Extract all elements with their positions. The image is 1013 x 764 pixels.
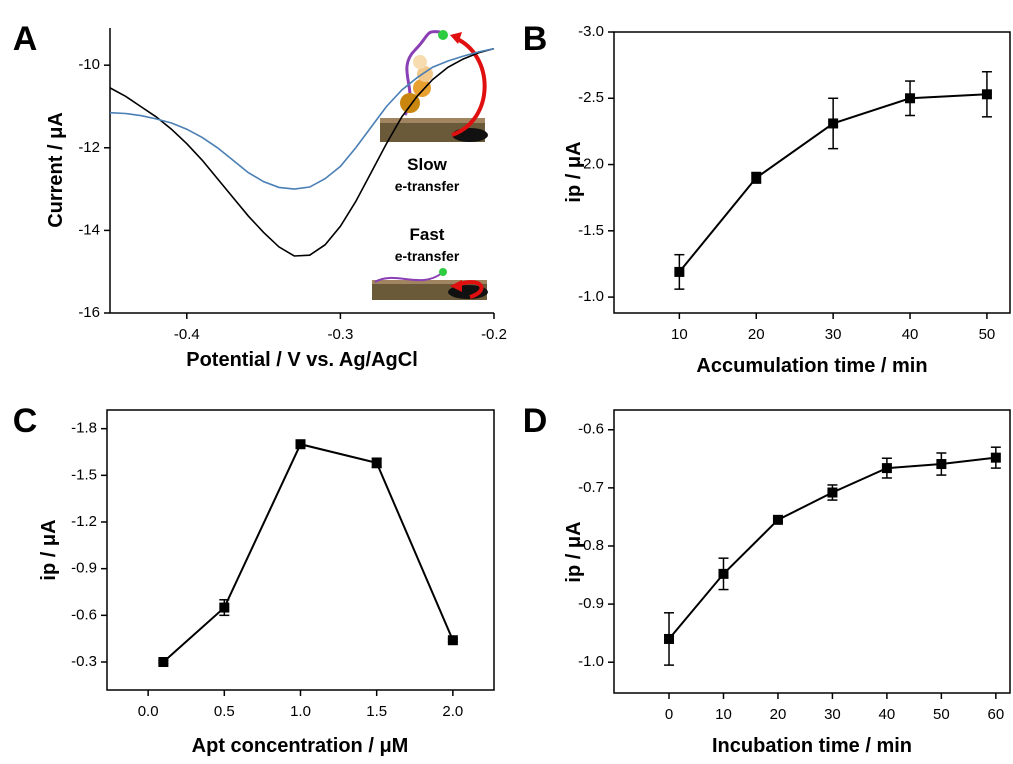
x-tick-label: 1.5 <box>366 703 387 720</box>
x-tick-label: 50 <box>979 326 996 343</box>
electrode-top <box>372 280 487 284</box>
y-tick-label: -0.9 <box>578 595 604 612</box>
y-tick-label: -1.0 <box>578 288 604 305</box>
y-tick-label: -0.7 <box>578 479 604 496</box>
arrow-head <box>450 280 462 292</box>
x-tick-label: 20 <box>748 326 765 343</box>
annotation: Fast <box>410 225 445 244</box>
x-tick-label: -0.2 <box>481 326 507 343</box>
label-dot <box>438 30 448 40</box>
x-tick-label: 50 <box>933 706 950 723</box>
y-tick-label: -0.3 <box>71 653 97 670</box>
y-tick-label: -0.6 <box>71 606 97 623</box>
y-tick-label: -12 <box>78 139 100 156</box>
data-line <box>162 443 454 663</box>
x-tick-label: 0 <box>665 706 673 723</box>
data-line <box>109 47 495 190</box>
y-axis-title: Current / μA <box>45 112 67 228</box>
x-tick-label: 10 <box>715 706 732 723</box>
panel-label: C <box>13 402 38 440</box>
x-tick-label: -0.3 <box>327 326 353 343</box>
y-tick-label: -16 <box>78 304 100 321</box>
dna-strand <box>374 272 443 283</box>
panel-label: D <box>523 402 548 440</box>
x-axis-title: Apt concentration / μM <box>192 735 409 757</box>
x-tick-label: 0.0 <box>138 703 159 720</box>
x-tick-label: 1.0 <box>290 703 311 720</box>
y-tick-label: -0.6 <box>578 421 604 438</box>
marker <box>718 568 729 579</box>
y-tick-label: -14 <box>78 221 100 238</box>
y-tick-label: -1.8 <box>71 420 97 437</box>
y-axis-title: ip / μA <box>563 521 585 582</box>
illustration <box>372 30 488 300</box>
marker <box>158 657 169 667</box>
data-line <box>109 47 495 257</box>
dna-base <box>413 55 427 69</box>
dna-base <box>413 79 431 97</box>
marker <box>371 457 382 468</box>
electrode-top <box>380 118 485 123</box>
arrow-head <box>450 32 462 44</box>
annotation: Slow <box>407 155 447 174</box>
marker <box>295 439 306 450</box>
y-tick-label: -1.5 <box>71 466 97 483</box>
x-axis-title: Accumulation time / min <box>696 355 927 377</box>
panel-label: A <box>13 20 38 58</box>
x-tick-label: 30 <box>825 326 842 343</box>
y-axis-title: ip / μA <box>38 519 60 580</box>
marker <box>881 463 892 474</box>
y-tick-label: -10 <box>78 56 100 73</box>
marker <box>664 633 675 644</box>
x-tick-label: 40 <box>879 706 896 723</box>
annotation: e-transfer <box>395 178 460 194</box>
y-tick-label: -0.9 <box>71 560 97 577</box>
marker <box>905 93 916 104</box>
electrode-disc <box>452 128 488 142</box>
y-tick-label: -1.5 <box>578 222 604 239</box>
x-axis-title: Potential / V vs. Ag/AgCl <box>186 349 418 371</box>
y-tick-label: -1.2 <box>71 513 97 530</box>
marker <box>827 487 838 498</box>
x-tick-label: 10 <box>671 326 688 343</box>
x-tick-label: 60 <box>987 706 1004 723</box>
x-axis-title: Incubation time / min <box>712 735 912 757</box>
panel-label: B <box>523 20 548 58</box>
marker <box>936 459 947 470</box>
y-tick-label: -2.5 <box>578 89 604 106</box>
x-tick-label: 20 <box>770 706 787 723</box>
label-dot <box>439 268 447 276</box>
y-axis-title: ip / μA <box>563 141 585 202</box>
x-tick-label: 30 <box>824 706 841 723</box>
slow-arrow <box>451 36 487 137</box>
y-tick-label: -2.0 <box>578 156 604 173</box>
marker <box>981 89 992 100</box>
marker <box>674 266 685 277</box>
x-tick-label: -0.4 <box>174 326 200 343</box>
marker <box>828 118 839 129</box>
plot-frame <box>613 31 1011 314</box>
y-tick-label: -1.0 <box>578 653 604 670</box>
x-tick-label: 2.0 <box>442 703 463 720</box>
marker <box>447 635 458 646</box>
marker <box>772 514 783 525</box>
y-tick-label: -3.0 <box>578 23 604 40</box>
marker <box>990 452 1001 463</box>
plot-frame <box>613 409 1011 694</box>
marker <box>219 602 230 613</box>
x-tick-label: 40 <box>902 326 919 343</box>
annotation: e-transfer <box>395 248 460 264</box>
y-tick-label: -0.8 <box>578 537 604 554</box>
plot-frame <box>106 409 495 691</box>
x-tick-label: 0.5 <box>214 703 235 720</box>
marker <box>751 172 762 183</box>
